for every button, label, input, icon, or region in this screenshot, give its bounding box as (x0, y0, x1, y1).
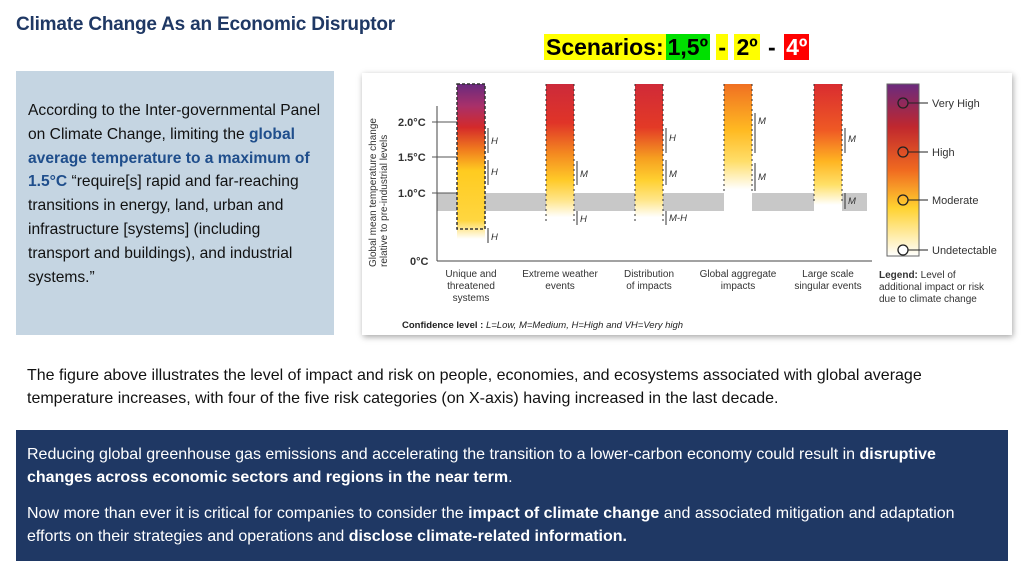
quote-box: According to the Inter-governmental Pane… (16, 71, 334, 335)
page-title: Climate Change As an Economic Disruptor (16, 14, 395, 35)
risk-bar-extreme-weather (546, 84, 574, 239)
kmp2-c: and associated mitigation and adaptation… (27, 505, 955, 545)
scenario-4: 4º (784, 34, 810, 60)
risk-bar-large-scale (814, 84, 842, 239)
key-message-paragraph-2: Now more than ever it is critical for co… (27, 502, 999, 548)
confidence-level-footer: Confidence level : L=Low, M=Medium, H=Hi… (402, 320, 683, 331)
legend-high: High (932, 147, 955, 159)
cat-4-line-1: Global aggregate (700, 269, 777, 280)
conf-mark-1: H (491, 136, 498, 147)
kmp2-b: impact of climate change (468, 505, 660, 522)
conf-mark-2: H (491, 167, 498, 178)
figure-description: The figure above illustrates the level o… (27, 367, 922, 407)
cat-4-line-2: impacts (721, 281, 755, 292)
conf-mark-4: M (580, 169, 588, 180)
risk-bar-global-aggregate (724, 84, 752, 239)
kmp2-d: disclose climate-related information. (348, 528, 627, 545)
cat-2-line-2: events (545, 281, 574, 292)
bar-dotted-borders (545, 84, 843, 223)
kmp1-b: disruptive changes across economic secto… (27, 446, 936, 486)
y-tick-1-0: 1.0°C (398, 188, 426, 200)
kmp2-a: Now more than ever it is critical for co… (27, 505, 469, 522)
key-message-paragraph-1: Reducing global greenhouse gas emissions… (27, 443, 999, 489)
y-tick-1-5: 1.5°C (398, 152, 426, 164)
cat-3-line-1: Distribution (624, 269, 674, 280)
conf-mark-11: M (848, 134, 856, 145)
conf-mark-9: M (758, 116, 766, 127)
quote-emphasis: global average temperature to a maximum … (28, 125, 310, 191)
risk-bar-unique-systems (457, 84, 485, 239)
scenario-1-5: 1,5º (665, 34, 710, 60)
legend-undetectable: Undetectable (932, 245, 997, 257)
key-message-box: Reducing global greenhouse gas emissions… (16, 430, 1008, 561)
scenarios-label: Scenarios: (544, 34, 666, 60)
kmp1-a: Reducing global greenhouse gas emissions… (27, 446, 860, 463)
cat-1-line-3: systems (453, 293, 490, 304)
scenario-dash-2: - (768, 34, 776, 60)
conf-mark-5: H (580, 214, 587, 225)
ipcc-quote: According to the Inter-governmental Pane… (28, 99, 326, 289)
conf-mark-3: H (491, 232, 498, 243)
legend-moderate: Moderate (932, 195, 978, 207)
legend-very-high: Very High (932, 98, 980, 110)
risk-bar-unique-systems-outline (456, 83, 486, 230)
risk-figure-svg: Global mean temperature change relative … (368, 83, 997, 331)
conf-mark-12: M (848, 196, 856, 207)
legend-note-line-2: additional impact or risk (879, 282, 985, 293)
legend-note-bold: Legend: (879, 270, 918, 281)
y-tick-2-0: 2.0°C (398, 117, 426, 129)
legend-note-line-3: due to climate change (879, 294, 977, 305)
risk-bar-distribution (635, 84, 663, 239)
cat-1-line-1: Unique and (445, 269, 496, 280)
confidence-markers: H H H M H M-H H M M M M M (487, 113, 856, 243)
quote-part-1: According to the Inter-governmental Pane… (28, 102, 321, 143)
conf-mark-7: H (669, 133, 676, 144)
scenario-dash-1: - (716, 34, 729, 60)
conf-mark-8: M (669, 169, 677, 180)
cat-5-line-2: singular events (794, 281, 861, 292)
risk-figure: Global mean temperature change relative … (362, 73, 1012, 335)
scenario-2: 2º (734, 34, 760, 60)
confidence-level-label: Confidence level : (402, 320, 483, 331)
legend-note-line-1: Legend: Level of (879, 270, 956, 281)
cat-5-line-1: Large scale (802, 269, 854, 280)
y-axis-label-1: Global mean temperature change (368, 118, 379, 267)
legend-gradient-bar (886, 83, 920, 257)
legend-levels: Very High High Moderate Undetectable (897, 97, 997, 257)
quote-part-3: “require[s] rapid and far-reaching trans… (28, 173, 299, 286)
conf-mark-10: M (758, 172, 766, 183)
cat-3-line-2: of impacts (626, 281, 672, 292)
cat-2-line-1: Extreme weather (522, 269, 598, 280)
cat-1-line-2: threatened (447, 281, 495, 292)
confidence-level-text: L=Low, M=Medium, H=High and VH=Very high (483, 320, 683, 331)
legend-note-rest: Level of (918, 270, 956, 281)
x-category-labels: Unique and threatened systems Extreme we… (445, 269, 861, 304)
y-axis-label-2: relative to pre-industrial levels (379, 135, 390, 267)
kmp1-c: . (508, 469, 513, 486)
y-tick-0: 0°C (410, 256, 429, 268)
conf-mark-6: M-H (669, 213, 687, 224)
legend-undetectable-marker (897, 244, 909, 256)
scenarios-heading: Scenarios: 1,5º - 2º - 4º (544, 34, 810, 61)
